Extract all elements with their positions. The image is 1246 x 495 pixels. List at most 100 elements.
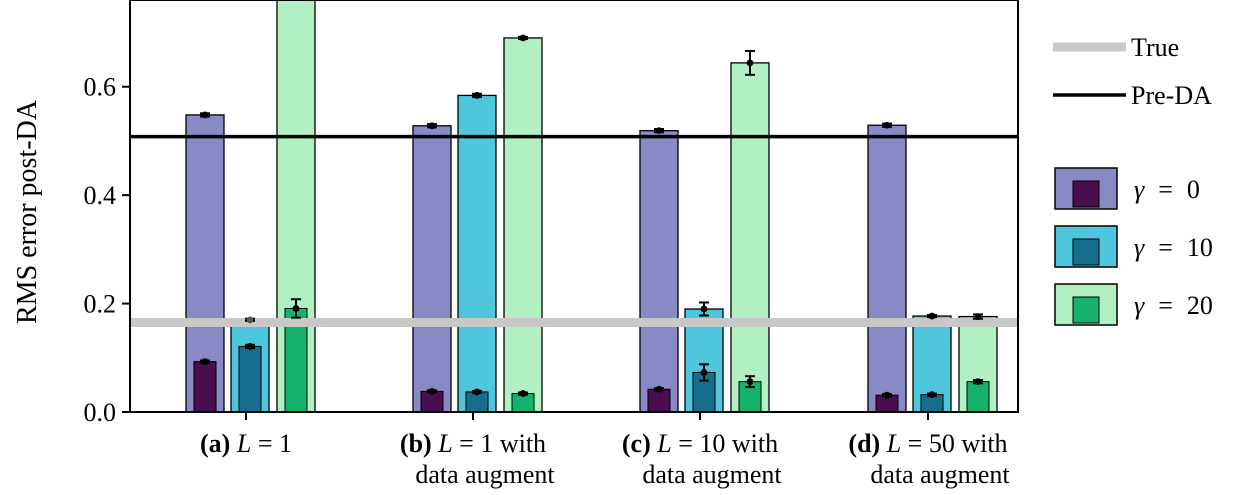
bar-dark-gamma0-cat3	[647, 388, 671, 412]
bar-dark-gamma20-cat4	[966, 381, 990, 412]
errorbar-light-gamma10-cat3	[699, 301, 709, 317]
errorbar-dark-gamma10-cat4	[927, 391, 937, 399]
errorbar-dark-gamma0-cat3	[654, 385, 664, 393]
legend-gamma-symbol: γ	[1134, 175, 1145, 204]
category-rest: = 1	[251, 429, 292, 458]
category-var: L	[236, 429, 251, 458]
errorbar-light-gamma0-cat4	[882, 121, 892, 129]
errorbar-dark-gamma10-cat2-marker	[473, 388, 481, 396]
errorbar-dark-gamma10-cat3-marker	[700, 369, 708, 376]
errorbar-light-gamma0-cat1	[200, 111, 210, 119]
legend-gamma-value: 0	[1187, 175, 1200, 204]
legend: True Pre-DA γ = 0 γ = 10 γ = 20	[1053, 33, 1213, 326]
category-label-3: (c) L = 10 with	[622, 429, 778, 458]
category-tag: (a)	[200, 429, 230, 458]
errorbar-light-gamma10-cat4	[927, 312, 937, 320]
errorbar-light-gamma0-cat3	[654, 127, 664, 135]
category-tag: (d)	[848, 429, 880, 458]
errorbar-dark-gamma20-cat4-marker	[974, 378, 982, 386]
legend-gamma-eq: =	[1158, 291, 1173, 320]
errorbar-dark-gamma0-cat1	[200, 358, 210, 365]
legend-true-label: True	[1131, 33, 1179, 62]
errorbar-light-gamma20-cat3-marker	[746, 59, 754, 67]
legend-gamma-label-10: γ = 10	[1134, 233, 1213, 262]
errorbar-dark-gamma0-cat4	[882, 391, 892, 399]
errorbar-dark-gamma10-cat3	[699, 363, 709, 382]
errorbar-light-gamma10-cat1	[245, 316, 255, 324]
y-tick-label-0.6: 0.6	[84, 73, 117, 102]
y-axis-label: RMS error post-DA	[12, 99, 43, 324]
y-tick-label-0.4: 0.4	[84, 181, 117, 210]
errorbar-light-gamma20-cat4-marker	[974, 313, 982, 320]
errorbar-dark-gamma20-cat1	[291, 298, 301, 319]
errorbar-light-gamma10-cat4-marker	[928, 312, 936, 320]
bar-dark-gamma0-cat1	[193, 361, 217, 412]
y-tick-label-0.0: 0.0	[84, 398, 117, 427]
category-rest: = 1 with	[453, 429, 546, 458]
errorbar-dark-gamma20-cat3-marker	[746, 378, 754, 386]
errorbar-dark-gamma0-cat1-marker	[201, 358, 209, 365]
errorbar-light-gamma20-cat3	[745, 49, 755, 76]
category-label-line2-4: data augment	[870, 460, 1010, 489]
bar-light-gamma10-cat2	[457, 94, 497, 412]
errorbar-dark-gamma0-cat2	[427, 388, 437, 395]
errorbar-dark-gamma20-cat1-marker	[292, 305, 300, 312]
legend-gamma-value: 20	[1187, 291, 1213, 320]
errorbar-light-gamma10-cat3-marker	[700, 305, 708, 313]
legend-swatch-dark-gamma0	[1072, 180, 1100, 208]
legend-gamma-eq: =	[1158, 175, 1173, 204]
legend-swatch-dark-gamma20	[1072, 296, 1100, 324]
category-tag: (c)	[622, 429, 651, 458]
errorbar-dark-gamma20-cat2	[518, 390, 528, 397]
errorbar-dark-gamma20-cat3	[745, 375, 755, 389]
bar-light-gamma0-cat3	[639, 129, 679, 412]
errorbar-dark-gamma10-cat1	[245, 343, 255, 350]
errorbar-dark-gamma0-cat3-marker	[655, 385, 663, 393]
bar-light-gamma20-cat2	[503, 37, 543, 412]
y-tick-label-0.2: 0.2	[84, 290, 117, 319]
legend-swatch-dark-gamma10	[1072, 238, 1100, 266]
legend-gamma-label-20: γ = 20	[1134, 291, 1213, 320]
errorbar-light-gamma0-cat1-marker	[201, 111, 209, 119]
errorbar-dark-gamma10-cat2	[472, 388, 482, 396]
legend-gamma-symbol: γ	[1134, 233, 1145, 262]
legend-gamma-value: 10	[1187, 233, 1213, 262]
legend-gamma-eq: =	[1158, 233, 1173, 262]
errorbar-light-gamma20-cat4	[973, 313, 983, 320]
category-rest: = 50 with	[901, 429, 1007, 458]
errorbar-light-gamma10-cat1-marker	[246, 316, 254, 324]
category-tag: (b)	[400, 429, 432, 458]
errorbar-light-gamma20-cat2-marker	[519, 34, 527, 42]
category-label-2: (b) L = 1 with	[400, 429, 546, 458]
category-label-1: (a) L = 1	[200, 429, 292, 458]
category-var: L	[656, 429, 671, 458]
errorbar-light-gamma0-cat2-marker	[428, 122, 436, 130]
category-label-line2-3: data augment	[642, 460, 782, 489]
plot-area	[130, 0, 1018, 412]
category-label-line2-2: data augment	[415, 460, 555, 489]
category-var: L	[886, 429, 901, 458]
errorbar-dark-gamma10-cat4-marker	[928, 391, 936, 399]
errorbar-dark-gamma20-cat2-marker	[519, 390, 527, 397]
legend-gamma-label-0: γ = 0	[1134, 175, 1200, 204]
errorbar-light-gamma0-cat3-marker	[655, 127, 663, 135]
bar-light-gamma0-cat4	[867, 124, 907, 412]
errorbar-dark-gamma0-cat2-marker	[428, 388, 436, 395]
errorbar-light-gamma0-cat4-marker	[883, 121, 891, 129]
bar-light-gamma20-cat3	[730, 62, 770, 412]
category-label-4: (d) L = 50 with	[848, 429, 1007, 458]
bar-light-gamma0-cat2	[412, 125, 452, 412]
errorbar-light-gamma10-cat2-marker	[473, 92, 481, 99]
legend-predA-label: Pre-DA	[1131, 81, 1212, 110]
errorbar-light-gamma20-cat2	[518, 34, 528, 42]
legend-gamma-symbol: γ	[1134, 291, 1145, 320]
bar-dark-gamma10-cat1	[238, 345, 262, 412]
errorbar-light-gamma10-cat2	[472, 92, 482, 99]
errorbar-light-gamma0-cat2	[427, 122, 437, 130]
category-var: L	[437, 429, 452, 458]
errorbar-dark-gamma10-cat1-marker	[246, 343, 254, 350]
errorbar-dark-gamma20-cat4	[973, 378, 983, 386]
errorbar-dark-gamma0-cat4-marker	[883, 391, 891, 399]
category-rest: = 10 with	[672, 429, 778, 458]
